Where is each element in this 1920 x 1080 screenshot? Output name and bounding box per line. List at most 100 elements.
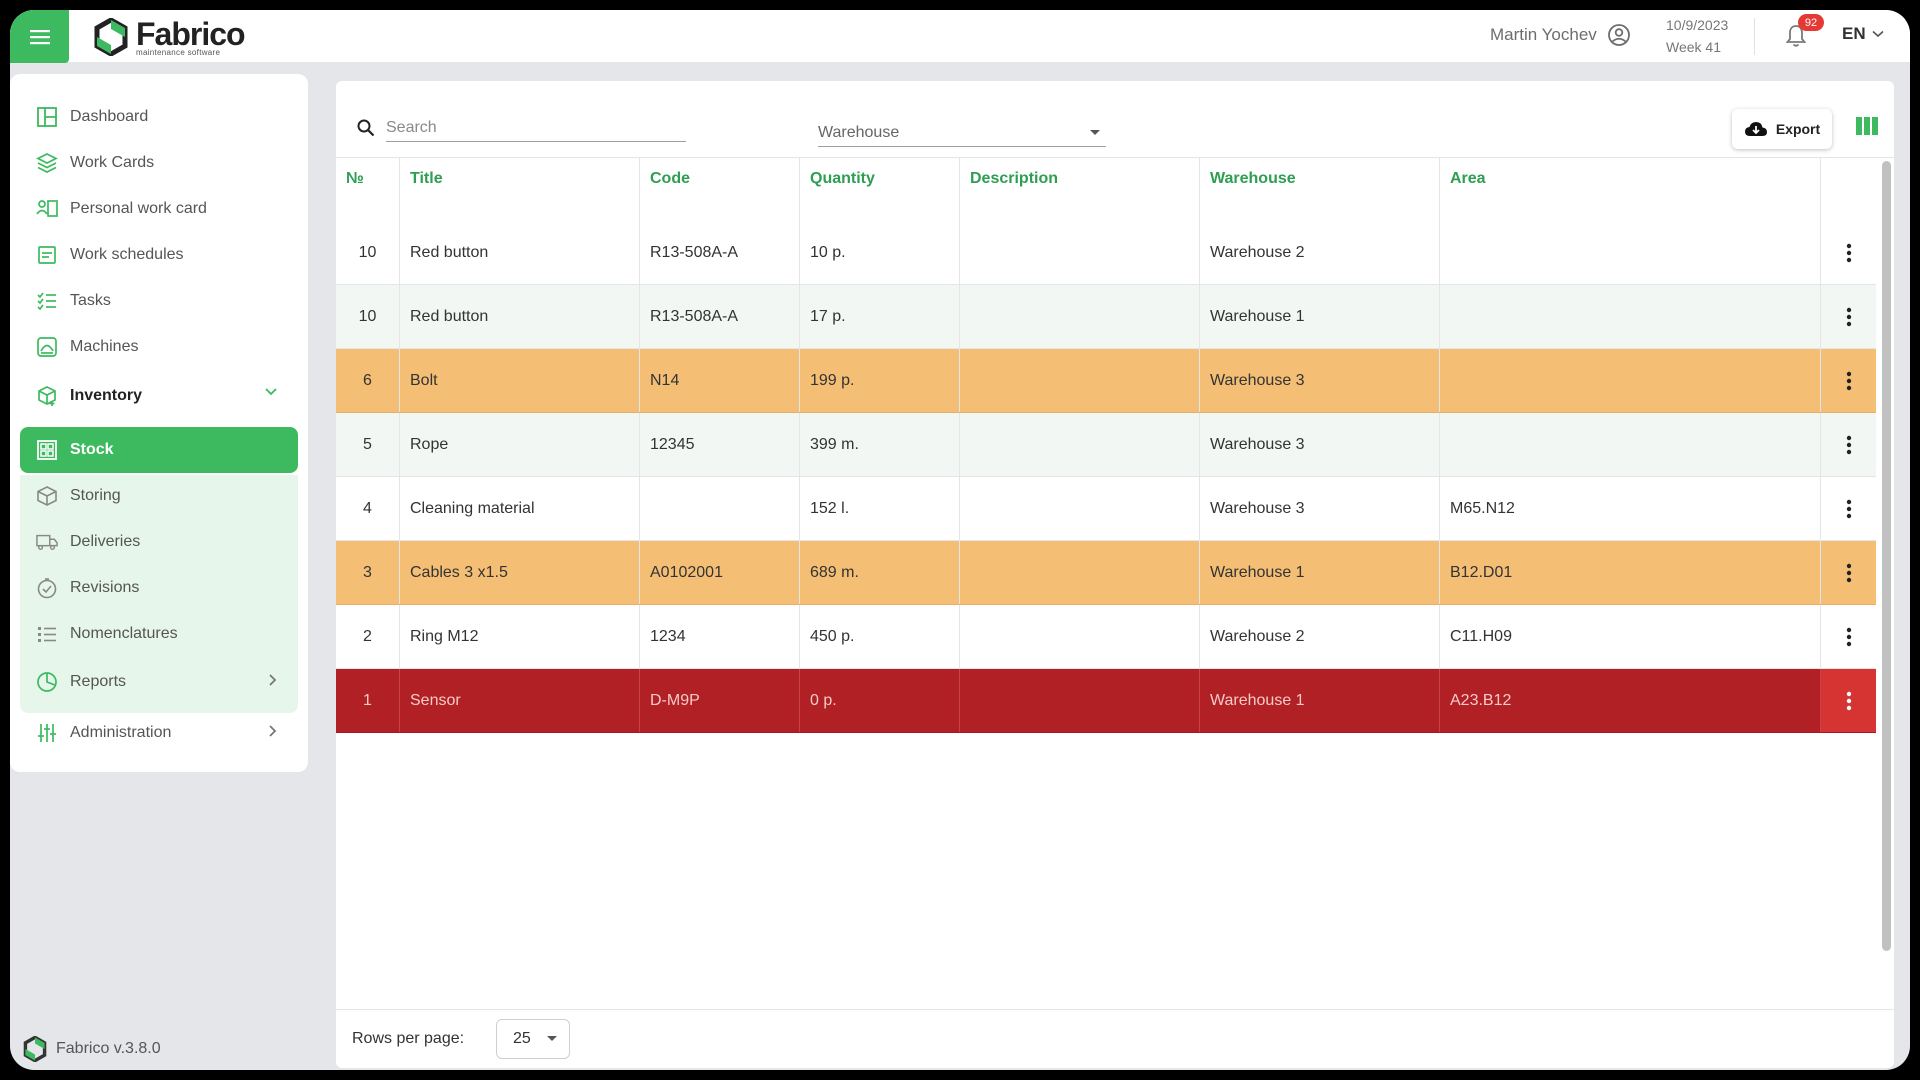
row-warehouse: Warehouse 3	[1200, 477, 1440, 540]
table-row[interactable]: 4 Cleaning material 152 l. Warehouse 3 M65.N…	[336, 477, 1876, 541]
truck-icon	[36, 531, 58, 553]
chevron-right-icon	[269, 725, 277, 737]
warehouse-select[interactable]: Warehouse	[818, 119, 1106, 147]
row-title: Sensor	[400, 669, 640, 732]
sidebar-item-stock[interactable]: Stock	[20, 427, 298, 473]
stock-panel: Warehouse Export № Title Cod	[336, 81, 1894, 1068]
row-actions-button[interactable]	[1821, 413, 1876, 476]
row-title: Rope	[400, 413, 640, 476]
sidebar-item-label: Work Cards	[70, 154, 155, 171]
row-description	[960, 413, 1200, 476]
sidebar-item-work-schedules[interactable]: Work schedules	[20, 232, 298, 278]
row-code: A0102001	[640, 541, 800, 604]
export-label: Export	[1775, 121, 1821, 137]
top-bar: Fabrico maintenance software Martin Yoch…	[10, 10, 1910, 63]
sidebar-item-revisions[interactable]: Revisions	[20, 565, 298, 611]
row-actions-button[interactable]	[1821, 541, 1876, 604]
menu-button[interactable]	[10, 10, 69, 63]
row-actions-button[interactable]	[1821, 477, 1876, 540]
inventory-submenu	[20, 475, 298, 713]
row-quantity: 17 p.	[800, 285, 960, 348]
row-number: 10	[336, 221, 400, 284]
table-row[interactable]: 5 Rope 12345 399 m. Warehouse 3	[336, 413, 1876, 477]
row-warehouse: Warehouse 3	[1200, 349, 1440, 412]
language-selector[interactable]: EN	[1842, 24, 1884, 44]
sidebar-item-label: Stock	[70, 441, 114, 458]
logo-name: Fabrico	[136, 15, 246, 52]
table-row[interactable]: 2 Ring M12 1234 450 p. Warehouse 2 C11.H09	[336, 605, 1876, 669]
columns-button[interactable]	[1856, 117, 1878, 140]
inventory-icon	[36, 385, 58, 407]
table-row[interactable]: 6 Bolt N14 199 p. Warehouse 3	[336, 349, 1876, 413]
logo-subtitle: maintenance software	[136, 47, 221, 57]
current-date: 10/9/2023	[1666, 17, 1729, 33]
column-header-no[interactable]: №	[336, 158, 400, 221]
column-header-warehouse[interactable]: Warehouse	[1200, 158, 1440, 221]
sidebar-item-machines[interactable]: Machines	[20, 324, 298, 370]
language-code: EN	[1842, 24, 1866, 43]
sidebar-item-personal-work-card[interactable]: Personal work card	[20, 186, 298, 232]
row-actions-button[interactable]	[1821, 221, 1876, 284]
vertical-scrollbar[interactable]	[1882, 161, 1891, 951]
user-circle-icon	[1607, 24, 1630, 46]
row-description	[960, 285, 1200, 348]
sidebar-item-administration[interactable]: Administration	[20, 710, 298, 756]
dropdown-arrow-icon	[547, 1036, 557, 1041]
column-header-description[interactable]: Description	[960, 158, 1200, 221]
fabrico-logo-icon	[23, 1036, 47, 1062]
hamburger-icon	[29, 29, 50, 44]
table-row[interactable]: 10 Red button R13-508A-A 17 p. Warehouse 1	[336, 285, 1876, 349]
dropdown-arrow-icon	[1090, 129, 1100, 135]
column-header-quantity[interactable]: Quantity	[800, 158, 960, 221]
user-menu[interactable]: Martin Yochev	[1490, 23, 1631, 47]
list-icon	[36, 623, 58, 645]
logo[interactable]: Fabrico maintenance software	[92, 14, 246, 60]
layers-icon	[36, 152, 58, 174]
row-description	[960, 605, 1200, 668]
rows-per-page-select[interactable]: 25	[496, 1019, 570, 1059]
row-code: 1234	[640, 605, 800, 668]
more-vertical-icon	[1846, 243, 1851, 262]
row-actions-button[interactable]	[1821, 605, 1876, 668]
search-input[interactable]	[386, 114, 686, 142]
table-row[interactable]: 1 Sensor D-M9P 0 p. Warehouse 1 A23.B12	[336, 669, 1876, 733]
sidebar-item-storing[interactable]: Storing	[20, 473, 298, 519]
sidebar-item-label: Inventory	[70, 387, 143, 404]
dashboard-icon	[36, 106, 58, 128]
reports-icon	[36, 671, 58, 693]
export-button[interactable]: Export	[1732, 109, 1832, 149]
sidebar-item-label: Work schedules	[70, 246, 184, 263]
row-actions-button[interactable]	[1821, 669, 1876, 732]
row-area: B12.D01	[1440, 541, 1821, 604]
row-area: M65.N12	[1440, 477, 1821, 540]
row-actions-button[interactable]	[1821, 285, 1876, 348]
row-title: Red button	[400, 221, 640, 284]
column-header-code[interactable]: Code	[640, 158, 800, 221]
sidebar-item-reports[interactable]: Reports	[20, 659, 298, 705]
row-code: R13-508A-A	[640, 221, 800, 284]
rows-per-page-label: Rows per page:	[352, 1030, 465, 1047]
row-quantity: 399 m.	[800, 413, 960, 476]
row-number: 6	[336, 349, 400, 412]
sidebar-item-tasks[interactable]: Tasks	[20, 278, 298, 324]
row-warehouse: Warehouse 1	[1200, 541, 1440, 604]
sidebar-item-nomenclatures[interactable]: Nomenclatures	[20, 611, 298, 657]
column-header-area[interactable]: Area	[1440, 158, 1821, 221]
table-row[interactable]: 10 Red button R13-508A-A 10 p. Warehouse 2	[336, 221, 1876, 285]
version-label: Fabrico v.3.8.0	[56, 1040, 161, 1057]
sidebar-item-deliveries[interactable]: Deliveries	[20, 519, 298, 565]
sidebar-item-label: Deliveries	[70, 533, 141, 550]
sidebar-item-label: Revisions	[70, 579, 140, 596]
row-code	[640, 477, 800, 540]
row-actions-button[interactable]	[1821, 349, 1876, 412]
sidebar-item-dashboard[interactable]: Dashboard	[20, 94, 298, 140]
sidebar-item-inventory[interactable]: Inventory	[20, 373, 298, 419]
row-description	[960, 669, 1200, 732]
more-vertical-icon	[1846, 307, 1851, 326]
row-number: 2	[336, 605, 400, 668]
current-week: Week 41	[1666, 39, 1721, 55]
column-header-title[interactable]: Title	[400, 158, 640, 221]
more-vertical-icon	[1846, 691, 1851, 710]
sidebar-item-work-cards[interactable]: Work Cards	[20, 140, 298, 186]
